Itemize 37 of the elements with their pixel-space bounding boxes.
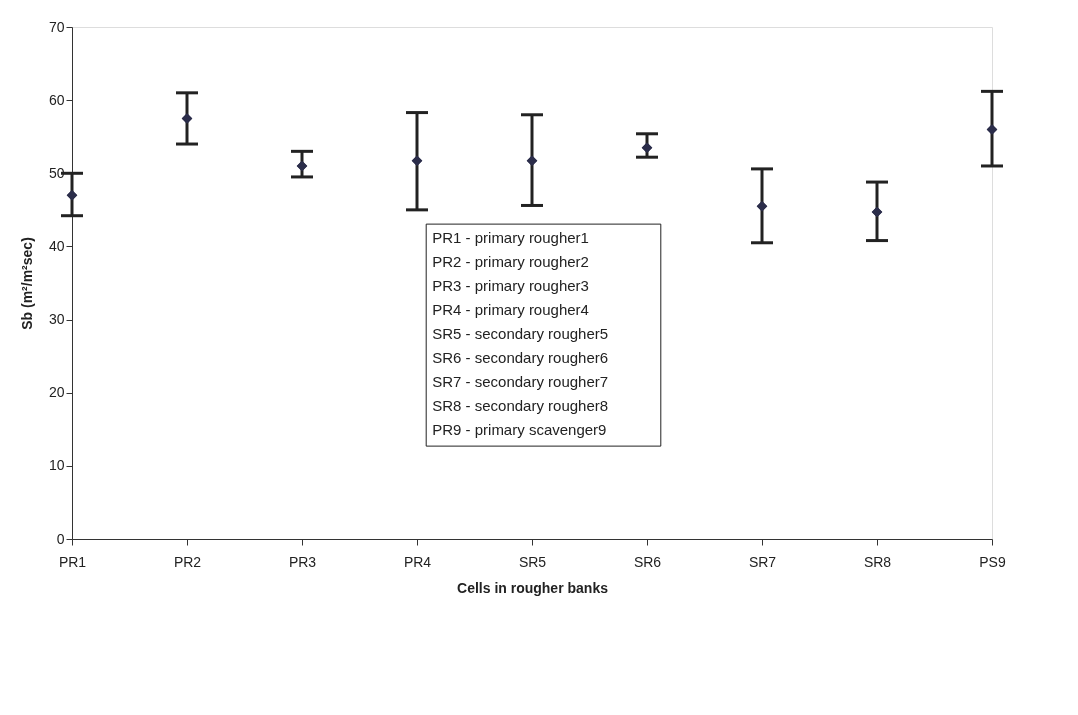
x-tick-label: SR5 (518, 553, 547, 570)
y-axis-title: Sb (m²/m²sec) (18, 237, 35, 330)
y-tick-label: 10 (48, 457, 65, 474)
x-tick-label: PR1 (58, 553, 87, 570)
x-tick-label: SR8 (863, 553, 892, 570)
point (411, 155, 423, 167)
annotation: PR3 - primary rougher3 (432, 277, 589, 295)
y-tick-label: 70 (48, 18, 65, 35)
x-tick-label: PR3 (288, 553, 317, 570)
annotation: SR5 - secondary rougher5 (432, 325, 609, 343)
point (181, 113, 193, 124)
annotation: PR2 - primary rougher2 (432, 253, 589, 271)
y-tick-label: 40 (48, 237, 65, 254)
point (871, 206, 883, 218)
point (756, 200, 768, 212)
y-tick-label: 20 (48, 384, 65, 401)
x-tick-label: PR4 (403, 553, 432, 570)
annotation: SR6 - secondary rougher6 (432, 349, 609, 367)
y-tick-label: 30 (48, 311, 65, 328)
point (66, 189, 78, 201)
point (296, 160, 308, 172)
annotation: SR7 - secondary rougher7 (432, 373, 609, 391)
annotation: PR1 - primary rougher1 (432, 229, 589, 247)
point (526, 155, 538, 167)
x-tick-label: SR7 (748, 553, 777, 570)
annotation: PR4 - primary rougher4 (432, 301, 589, 319)
y-tick-label: 50 (48, 164, 65, 181)
point (641, 142, 653, 153)
x-tick-label: PR2 (173, 553, 202, 570)
x-axis-title: Cells in rougher banks (457, 579, 609, 596)
x-tick-label: SR6 (633, 553, 662, 570)
x-tick-label: PS9 (979, 553, 1006, 570)
y-tick-label: 0 (56, 530, 65, 547)
y-tick-label: 60 (48, 91, 65, 108)
annotation: PR9 - primary scavenger9 (432, 421, 607, 439)
point (986, 124, 998, 135)
annotation: SR8 - secondary rougher8 (432, 397, 609, 415)
